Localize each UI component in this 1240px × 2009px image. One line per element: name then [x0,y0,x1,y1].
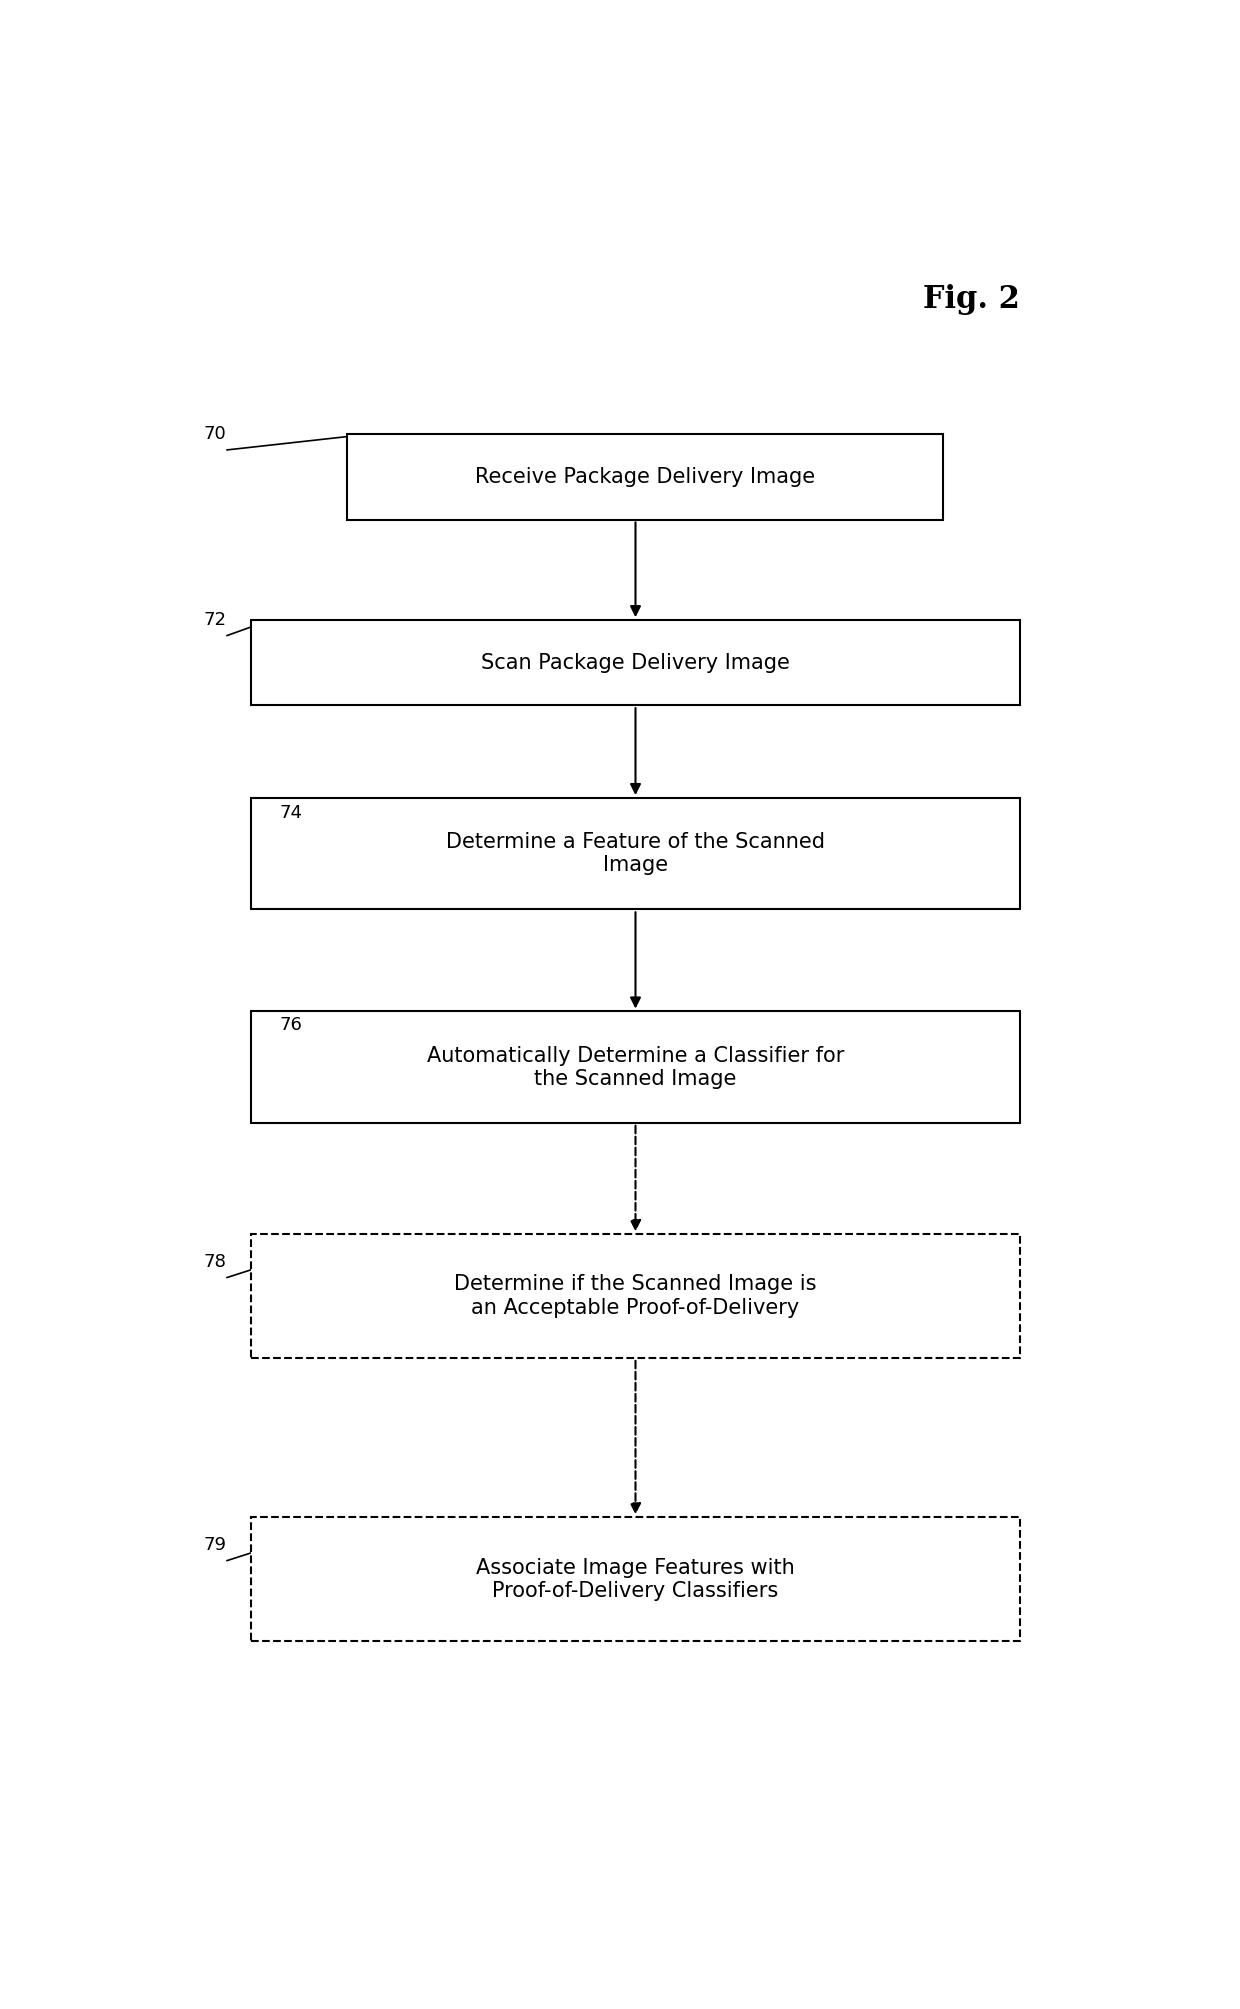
Text: Scan Package Delivery Image: Scan Package Delivery Image [481,653,790,673]
Text: Receive Package Delivery Image: Receive Package Delivery Image [475,466,815,486]
Text: Associate Image Features with
Proof-of-Delivery Classifiers: Associate Image Features with Proof-of-D… [476,1557,795,1601]
Text: 74: 74 [280,804,303,822]
Text: Automatically Determine a Classifier for
the Scanned Image: Automatically Determine a Classifier for… [427,1045,844,1089]
Text: 76: 76 [280,1017,303,1035]
Text: 79: 79 [203,1537,226,1555]
FancyBboxPatch shape [250,798,1019,910]
FancyBboxPatch shape [250,1011,1019,1123]
Text: 72: 72 [203,611,226,629]
Text: 78: 78 [203,1254,226,1272]
FancyBboxPatch shape [250,621,1019,705]
Text: Fig. 2: Fig. 2 [924,285,1021,315]
FancyBboxPatch shape [250,1234,1019,1358]
FancyBboxPatch shape [250,1517,1019,1641]
FancyBboxPatch shape [347,434,944,520]
Text: Determine if the Scanned Image is
an Acceptable Proof-of-Delivery: Determine if the Scanned Image is an Acc… [454,1274,817,1318]
Text: 70: 70 [203,426,226,444]
Text: Determine a Feature of the Scanned
Image: Determine a Feature of the Scanned Image [446,832,825,876]
